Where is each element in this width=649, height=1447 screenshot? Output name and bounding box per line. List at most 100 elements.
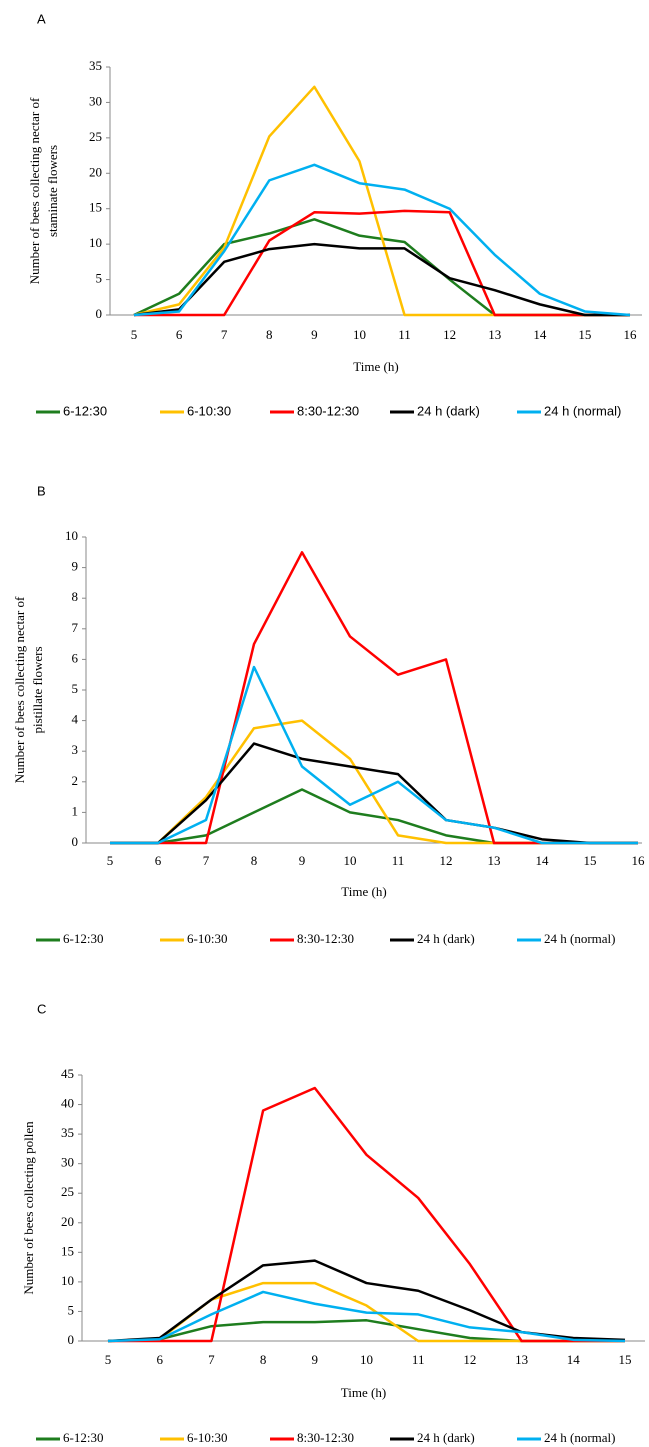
x-tick-label: 15 [578, 327, 591, 342]
series-line [107, 1290, 626, 1343]
x-tick-label: 5 [131, 327, 138, 342]
y-tick-label: 30 [89, 93, 102, 108]
y-tick-label: 35 [89, 58, 102, 73]
y-tick-label: 25 [89, 129, 102, 144]
legend-label: 24 h (dark) [417, 1430, 475, 1445]
legend-label: 6-10:30 [187, 1430, 227, 1445]
x-tick-label: 13 [488, 327, 501, 342]
y-tick-label: 2 [72, 773, 79, 788]
x-tick-label: 7 [208, 1352, 215, 1367]
legend-label: 24 h (dark) [417, 931, 475, 946]
x-tick-label: 13 [488, 853, 501, 868]
x-tick-label: 8 [251, 853, 258, 868]
y-tick-label: 0 [96, 306, 103, 321]
y-axis-title: Number of bees collecting nectar of [27, 97, 42, 284]
y-axis-title: Number of bees collecting nectar of [12, 596, 27, 783]
y-tick-label: 7 [72, 620, 79, 635]
legend-label: 6-12:30 [63, 931, 103, 946]
y-tick-label: 9 [72, 559, 79, 574]
panel-label: B [37, 483, 46, 498]
legend-label: 6-12:30 [63, 403, 107, 418]
x-tick-label: 14 [533, 327, 547, 342]
y-tick-label: 35 [61, 1125, 74, 1140]
legend-label: 24 h (normal) [544, 403, 621, 418]
legend-label: 8:30-12:30 [297, 931, 354, 946]
y-axis-title: staminate flowers [45, 145, 60, 237]
y-tick-label: 40 [61, 1096, 74, 1111]
x-tick-label: 12 [440, 853, 453, 868]
x-tick-label: 16 [632, 853, 646, 868]
y-axis-title: pistillate flowers [30, 646, 45, 733]
y-tick-label: 20 [61, 1214, 74, 1229]
x-tick-label: 8 [266, 327, 273, 342]
legend-label: 8:30-12:30 [297, 1430, 354, 1445]
x-tick-label: 9 [299, 853, 306, 868]
y-tick-label: 10 [61, 1273, 74, 1288]
y-tick-label: 0 [72, 834, 79, 849]
series-line [133, 85, 630, 317]
y-tick-label: 45 [61, 1066, 74, 1081]
series-line [133, 242, 630, 317]
x-tick-label: 9 [312, 1352, 319, 1367]
x-tick-label: 14 [567, 1352, 581, 1367]
x-axis-title: Time (h) [341, 1385, 386, 1400]
series-line [107, 1319, 625, 1343]
y-tick-label: 5 [96, 271, 103, 286]
y-tick-label: 20 [89, 164, 102, 179]
x-tick-label: 5 [107, 853, 114, 868]
y-tick-label: 10 [65, 528, 78, 543]
series-line [134, 209, 630, 317]
y-tick-label: 4 [72, 712, 79, 727]
legend-label: 6-10:30 [187, 931, 227, 946]
x-tick-label: 6 [155, 853, 162, 868]
x-tick-label: 14 [536, 853, 550, 868]
x-axis-title: Time (h) [341, 884, 386, 899]
x-tick-label: 12 [463, 1352, 476, 1367]
y-tick-label: 15 [89, 200, 102, 215]
legend-label: 24 h (normal) [544, 1430, 615, 1445]
x-tick-label: 10 [353, 327, 366, 342]
x-tick-label: 5 [105, 1352, 112, 1367]
x-tick-label: 8 [260, 1352, 267, 1367]
series-line [133, 163, 631, 317]
legend-label: 24 h (dark) [417, 403, 480, 418]
x-tick-label: 9 [311, 327, 318, 342]
y-tick-label: 1 [72, 803, 79, 818]
x-tick-label: 7 [221, 327, 228, 342]
x-tick-label: 11 [412, 1352, 425, 1367]
y-tick-label: 8 [72, 589, 79, 604]
y-tick-label: 6 [72, 650, 79, 665]
legend-label: 8:30-12:30 [297, 403, 359, 418]
y-tick-label: 10 [89, 235, 102, 250]
y-tick-label: 5 [68, 1302, 75, 1317]
x-tick-label: 11 [392, 853, 405, 868]
y-tick-label: 5 [72, 681, 79, 696]
x-tick-label: 6 [176, 327, 183, 342]
legend-label: 24 h (normal) [544, 931, 615, 946]
series-line [110, 719, 638, 845]
x-tick-label: 12 [443, 327, 456, 342]
y-tick-label: 30 [61, 1155, 74, 1170]
legend-label: 6-12:30 [63, 1430, 103, 1445]
y-tick-label: 15 [61, 1243, 74, 1258]
x-axis-title: Time (h) [353, 359, 398, 374]
x-tick-label: 10 [344, 853, 357, 868]
panel-label: C [37, 1001, 46, 1016]
x-tick-label: 7 [203, 853, 210, 868]
series-line [108, 1086, 625, 1343]
x-tick-label: 16 [624, 327, 638, 342]
x-tick-label: 6 [156, 1352, 163, 1367]
x-tick-label: 10 [360, 1352, 373, 1367]
legend-label: 6-10:30 [187, 403, 231, 418]
x-tick-label: 15 [584, 853, 597, 868]
y-tick-label: 0 [68, 1332, 75, 1347]
x-tick-label: 11 [398, 327, 411, 342]
y-tick-label: 3 [72, 742, 79, 757]
y-tick-label: 25 [61, 1184, 74, 1199]
y-axis-title: Number of bees collecting pollen [21, 1121, 36, 1295]
x-tick-label: 13 [515, 1352, 528, 1367]
series-line [110, 665, 638, 845]
series-line [107, 1259, 626, 1343]
series-line [110, 742, 638, 845]
